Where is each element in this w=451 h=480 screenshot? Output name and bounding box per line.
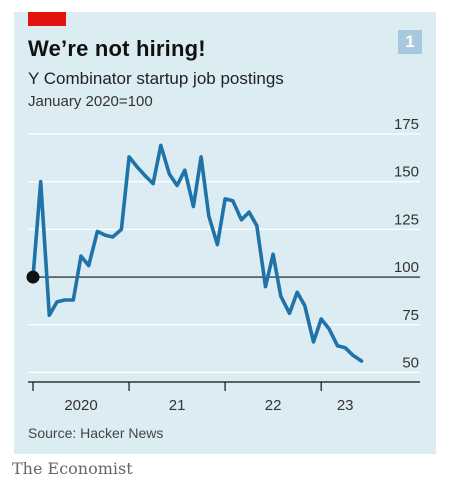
y-tick-label: 50 (402, 354, 419, 371)
y-tick-label: 175 (394, 116, 419, 133)
x-tick-label: 23 (337, 397, 354, 414)
x-axis: 2020 21 22 23 (28, 381, 420, 414)
y-tick-label: 150 (394, 164, 419, 181)
gridlines (28, 133, 420, 374)
y-tick-label: 75 (402, 307, 419, 324)
start-marker-dot (26, 270, 40, 284)
chart-subtitle: Y Combinator startup job postings (28, 69, 284, 88)
x-tick-label: 21 (169, 397, 186, 414)
economist-brand: The Economist (12, 459, 133, 478)
x-tick-label: 22 (265, 397, 282, 414)
chart-panel (14, 12, 436, 454)
chart-unit-label: January 2020=100 (28, 93, 153, 110)
y-tick-label: 100 (394, 259, 419, 276)
chart-number-badge: 1 (398, 30, 422, 54)
brand-red-tag (28, 12, 66, 26)
series-line-job-postings (31, 143, 364, 363)
source-note: Source: Hacker News (28, 425, 164, 441)
x-tick-label: 2020 (64, 397, 97, 414)
series-layer (26, 143, 364, 363)
y-axis-tick-labels: 50 75 100 125 150 175 (394, 116, 419, 371)
chart-title: We’re not hiring! (28, 36, 206, 61)
y-tick-label: 125 (394, 211, 419, 228)
